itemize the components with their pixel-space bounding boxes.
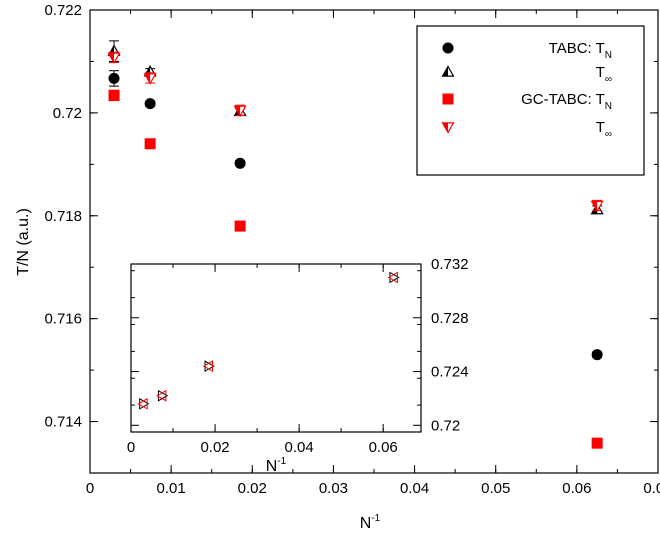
- x-tick-label: 0.03: [319, 480, 348, 497]
- y-tick-label: 0.732: [431, 256, 469, 273]
- inset-plot: 0 0.02 0.04 0.06 0.72 0.724 0.728 0.732 N-1: [127, 256, 469, 475]
- main-plot: 0 0.01 0.02 0.03 0.04 0.05 0.06 0.07 0.714 0.716 0…: [15, 2, 660, 532]
- data-point: [202, 360, 214, 373]
- data-point: [107, 52, 121, 65]
- y-tick-label: 0.714: [44, 414, 82, 431]
- data-point: [590, 200, 604, 213]
- main-axis-ticks: 0 0.01 0.02 0.03 0.04 0.05 0.06 0.07 0.714 0.716 0…: [44, 2, 660, 497]
- legend-label: T∞: [596, 64, 612, 85]
- data-point: [591, 437, 603, 449]
- legend-marker: [442, 42, 454, 54]
- data-point: [204, 360, 215, 373]
- x-tick-label: 0: [86, 480, 94, 497]
- data-point: [144, 98, 156, 110]
- y-tick-label: 0.72: [431, 417, 460, 434]
- data-point: [139, 397, 150, 410]
- x-tick-label: 0.02: [200, 439, 229, 456]
- data-point: [233, 105, 247, 118]
- x-tick-label: 0.07: [643, 480, 660, 497]
- x-tick-label: 0.01: [157, 480, 186, 497]
- inset-axis-ticks: 0 0.02 0.04 0.06 0.72 0.724 0.728 0.732: [127, 256, 469, 456]
- main-x-axis-title: N-1: [360, 513, 381, 532]
- inset-plot-frame: [130, 263, 422, 433]
- legend-label: GC-TABC: TN: [521, 91, 612, 112]
- data-point: [157, 389, 169, 402]
- legend-label: TABC: TN: [549, 40, 612, 61]
- x-tick-label: 0.04: [400, 480, 429, 497]
- legend-marker: [441, 65, 455, 77]
- x-tick-label: 0.06: [369, 439, 398, 456]
- legend-marker: [441, 122, 455, 134]
- data-point: [108, 89, 120, 101]
- data-point: [144, 138, 156, 150]
- inset-x-axis-title: N-1: [266, 456, 287, 475]
- inset-data-points: [137, 271, 400, 410]
- y-tick-label: 0.728: [431, 310, 469, 327]
- y-tick-label: 0.716: [44, 311, 82, 328]
- data-point: [389, 271, 400, 284]
- legend: TABC: TN T∞ GC-TABC: TN T∞: [416, 25, 645, 176]
- data-point: [156, 389, 167, 402]
- main-data-points: [107, 40, 604, 449]
- data-point: [143, 73, 157, 85]
- data-point: [591, 349, 603, 361]
- data-point: [387, 271, 398, 284]
- x-tick-label: 0.02: [238, 480, 267, 497]
- data-point: [234, 220, 246, 232]
- legend-label: T∞: [596, 119, 612, 140]
- data-point: [234, 157, 246, 169]
- y-tick-label: 0.72: [53, 105, 82, 122]
- y-tick-label: 0.724: [431, 364, 469, 381]
- legend-box: [416, 25, 645, 176]
- data-point: [108, 72, 120, 84]
- x-tick-label: 0: [127, 439, 135, 456]
- data-point: [137, 397, 148, 410]
- x-tick-label: 0.06: [562, 480, 591, 497]
- main-y-axis-title: T/N (a.u.): [15, 208, 32, 276]
- legend-marker: [442, 93, 454, 105]
- y-tick-label: 0.718: [44, 208, 82, 225]
- y-tick-label: 0.722: [44, 2, 82, 19]
- x-tick-label: 0.04: [285, 439, 314, 456]
- x-tick-label: 0.05: [481, 480, 510, 497]
